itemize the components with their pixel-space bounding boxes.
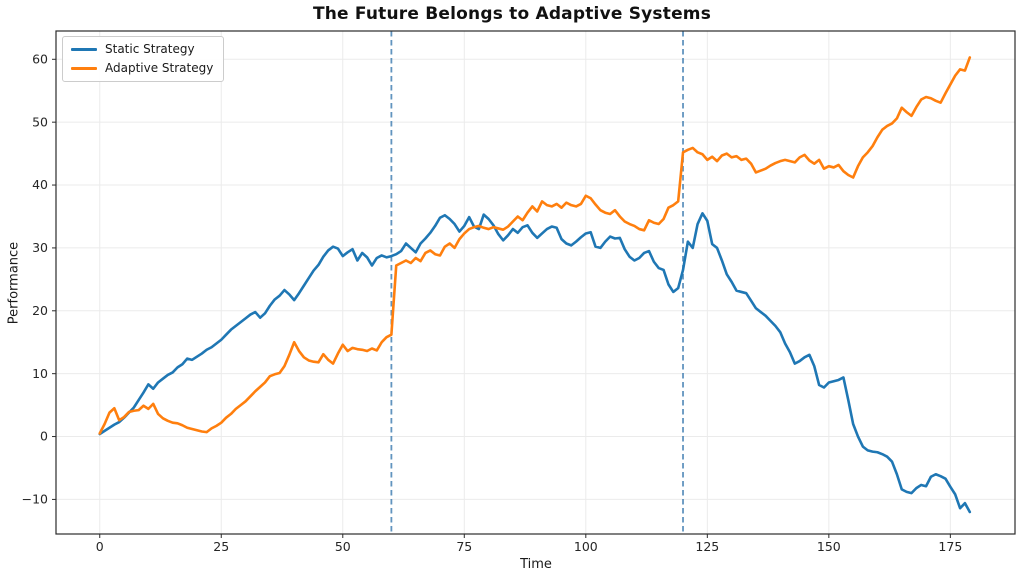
adaptive-strategy-line-icon — [71, 67, 97, 70]
y-tick-label: 20 — [32, 303, 48, 318]
y-axis-label: Performance — [6, 241, 22, 325]
x-tick-label: 100 — [574, 539, 598, 554]
plot-background — [56, 31, 1015, 534]
y-tick-label: 0 — [40, 429, 48, 444]
x-tick-label: 75 — [456, 539, 472, 554]
y-tick-label: −10 — [22, 492, 48, 507]
x-tick-label: 175 — [938, 539, 962, 554]
x-axis-label: Time — [520, 557, 552, 572]
x-tick-label: 0 — [96, 539, 104, 554]
y-tick-label: 50 — [32, 114, 48, 129]
axes-spines — [55, 30, 1016, 535]
legend-label-static-strategy: Static Strategy — [105, 42, 195, 56]
x-tick-label: 150 — [817, 539, 841, 554]
x-tick-label: 25 — [213, 539, 229, 554]
static-strategy-line-icon — [71, 48, 97, 51]
chart-title: The Future Belongs to Adaptive Systems — [312, 4, 712, 24]
adaptive-strategy-line — [98, 56, 972, 435]
x-tick-label: 125 — [695, 539, 719, 554]
chart-legend: Static Strategy Adaptive Strategy — [62, 36, 225, 82]
static-strategy-line — [98, 212, 972, 514]
y-tick-label: 10 — [32, 366, 48, 381]
legend-item-adaptive-strategy: Adaptive Strategy — [71, 61, 213, 76]
y-tick-label: 40 — [32, 177, 48, 192]
legend-item-static-strategy: Static Strategy — [71, 42, 213, 57]
y-tick-label: 30 — [32, 240, 48, 255]
legend-label-adaptive-strategy: Adaptive Strategy — [105, 61, 214, 75]
y-tick-label: 60 — [32, 51, 48, 66]
x-tick-label: 50 — [335, 539, 351, 554]
